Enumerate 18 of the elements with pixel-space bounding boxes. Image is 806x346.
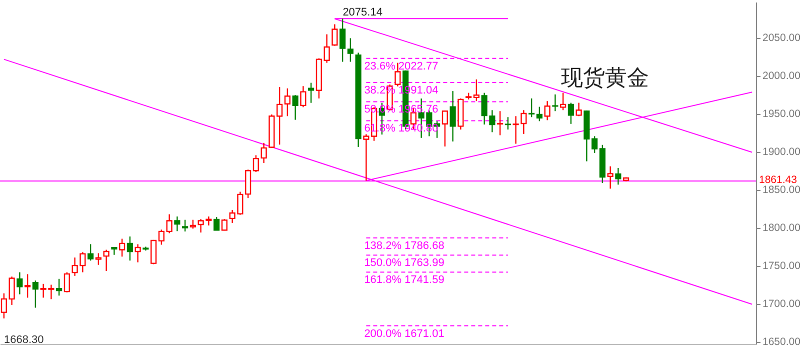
y-tick-label: 2000.00 <box>762 70 801 82</box>
series-label: 2075.14 <box>342 6 382 19</box>
y-tick-label: 2050.00 <box>762 32 801 44</box>
y-tick-label: 1650.00 <box>762 336 801 346</box>
y-tick-label: 1700.00 <box>762 298 801 310</box>
series-label: 23.6% 2022.77 <box>364 60 438 72</box>
ref-line-label: 1861.43 <box>759 174 798 186</box>
y-tick-label: 1750.00 <box>762 260 801 272</box>
series-label: 150.0% 1763.99 <box>364 257 444 270</box>
y-tick-label: 1800.00 <box>762 222 801 234</box>
y-tick-label: 1950.00 <box>762 108 801 120</box>
text: 现货黄金 <box>561 65 649 90</box>
y-tick-label: 1900.00 <box>762 146 801 158</box>
series-label: 161.8% 1741.59 <box>364 274 444 286</box>
annotation: 1668.30 <box>4 334 44 346</box>
series-label: 138.2% 1786.68 <box>364 240 444 252</box>
y-tick-label: 1850.00 <box>762 184 801 196</box>
series-label: 200.0% 1671.01 <box>364 328 444 340</box>
